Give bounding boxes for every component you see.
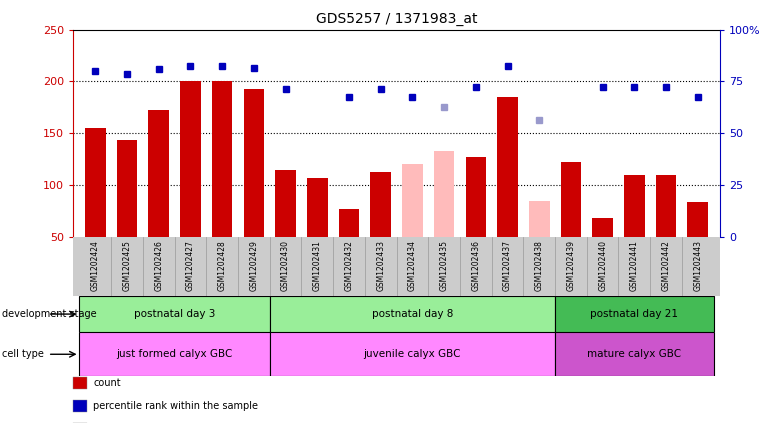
Text: GSM1202440: GSM1202440 — [598, 240, 607, 291]
Bar — [497, 97, 518, 237]
Text: GSM1202432: GSM1202432 — [344, 240, 353, 291]
Text: GSM1202442: GSM1202442 — [661, 240, 671, 291]
Bar — [85, 128, 105, 237]
Text: percentile rank within the sample: percentile rank within the sample — [93, 401, 258, 411]
Bar — [79, 296, 270, 332]
Bar — [561, 162, 581, 237]
Bar — [656, 175, 676, 237]
Bar — [624, 175, 644, 237]
Bar — [555, 296, 714, 332]
Text: cell type: cell type — [2, 349, 43, 359]
Text: GSM1202438: GSM1202438 — [534, 240, 544, 291]
Bar — [592, 218, 613, 237]
Text: GSM1202433: GSM1202433 — [377, 240, 385, 291]
Text: mature calyx GBC: mature calyx GBC — [588, 349, 681, 359]
Bar — [339, 209, 360, 237]
Text: GSM1202431: GSM1202431 — [313, 240, 322, 291]
Text: juvenile calyx GBC: juvenile calyx GBC — [363, 349, 461, 359]
Text: development stage: development stage — [2, 309, 96, 319]
Bar — [149, 110, 169, 237]
Bar — [434, 151, 454, 237]
Bar — [117, 140, 137, 237]
Text: postnatal day 21: postnatal day 21 — [591, 309, 678, 319]
Bar — [243, 89, 264, 237]
Text: GSM1202435: GSM1202435 — [440, 240, 449, 291]
FancyBboxPatch shape — [73, 237, 720, 296]
Text: GSM1202443: GSM1202443 — [693, 240, 702, 291]
Bar — [180, 81, 201, 237]
Text: postnatal day 3: postnatal day 3 — [134, 309, 216, 319]
Text: GSM1202429: GSM1202429 — [249, 240, 259, 291]
Text: GSM1202424: GSM1202424 — [91, 240, 100, 291]
Bar — [555, 332, 714, 376]
Bar — [370, 172, 391, 237]
Bar — [529, 201, 550, 237]
Title: GDS5257 / 1371983_at: GDS5257 / 1371983_at — [316, 12, 477, 26]
Bar — [466, 157, 486, 237]
Text: GSM1202425: GSM1202425 — [122, 240, 132, 291]
Text: GSM1202427: GSM1202427 — [186, 240, 195, 291]
Text: GSM1202439: GSM1202439 — [567, 240, 575, 291]
Bar — [79, 332, 270, 376]
Bar — [270, 332, 555, 376]
Bar — [402, 164, 423, 237]
Bar — [270, 296, 555, 332]
Bar — [212, 81, 233, 237]
Text: postnatal day 8: postnatal day 8 — [372, 309, 453, 319]
Text: just formed calyx GBC: just formed calyx GBC — [116, 349, 233, 359]
Bar — [688, 202, 708, 237]
Text: GSM1202430: GSM1202430 — [281, 240, 290, 291]
Text: GSM1202437: GSM1202437 — [503, 240, 512, 291]
Bar — [307, 178, 327, 237]
Text: GSM1202428: GSM1202428 — [218, 240, 226, 291]
Text: GSM1202434: GSM1202434 — [408, 240, 417, 291]
Text: count: count — [93, 378, 121, 388]
Text: GSM1202426: GSM1202426 — [154, 240, 163, 291]
Text: GSM1202436: GSM1202436 — [471, 240, 480, 291]
Text: GSM1202441: GSM1202441 — [630, 240, 639, 291]
Bar — [276, 170, 296, 237]
